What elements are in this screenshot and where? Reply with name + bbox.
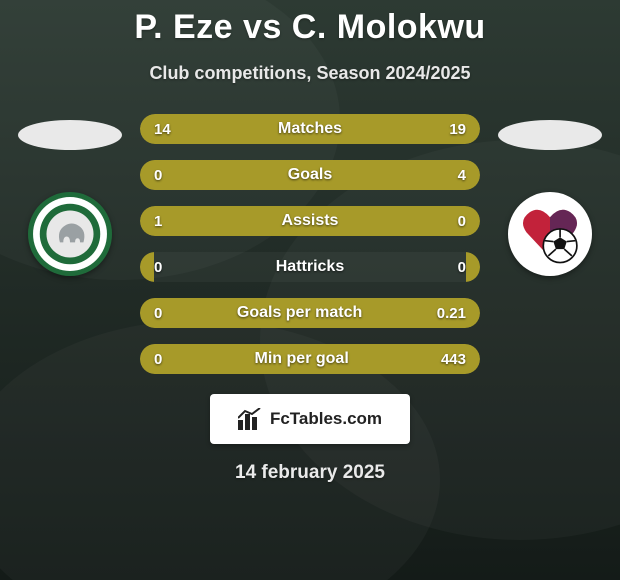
stat-bar-track <box>140 206 480 236</box>
stat-bar-track <box>140 252 480 282</box>
stat-bar-fill-right <box>284 114 480 144</box>
left-player-avatar-placeholder <box>18 120 122 150</box>
stat-bar-fill-left <box>140 298 154 328</box>
infographic-root: P. Eze vs C. Molokwu Club competitions, … <box>0 0 620 580</box>
fctables-brand-label: FcTables.com <box>270 409 382 429</box>
stat-bar: 0Goals4 <box>140 160 480 190</box>
stat-bar-fill-right <box>456 206 480 236</box>
stat-bar-track <box>140 160 480 190</box>
page-title: P. Eze vs C. Molokwu <box>134 8 485 47</box>
right-player-avatar-placeholder <box>498 120 602 150</box>
left-club-badge <box>28 192 112 276</box>
stat-bar-fill-left <box>140 206 456 236</box>
left-player-column <box>10 114 130 276</box>
stat-bar-fill-left <box>140 252 154 282</box>
stat-bar: 14Matches19 <box>140 114 480 144</box>
right-player-column <box>490 114 610 276</box>
footer-date: 14 february 2025 <box>235 462 385 484</box>
enyimba-badge-icon <box>28 192 112 276</box>
stat-bar-fill-right <box>154 344 480 374</box>
stat-bar-fill-right <box>466 252 480 282</box>
stat-bar-fill-right <box>154 298 480 328</box>
fctables-chart-icon <box>238 408 264 430</box>
stat-bar-fill-left <box>140 160 154 190</box>
stat-bar: 0Hattricks0 <box>140 252 480 282</box>
stat-bar-fill-right <box>154 160 480 190</box>
stat-bar-track <box>140 298 480 328</box>
comparison-area: 14Matches19 0Goals4 1Assists0 0Hattricks0 0G… <box>0 114 620 374</box>
stat-bar: 0Goals per match0.21 <box>140 298 480 328</box>
stat-bar: 1Assists0 <box>140 206 480 236</box>
stat-bar-fill-left <box>140 114 284 144</box>
heart-ball-badge-icon <box>508 192 592 276</box>
right-club-badge <box>508 192 592 276</box>
stat-bar-track <box>140 114 480 144</box>
fctables-brand-card[interactable]: FcTables.com <box>210 394 410 444</box>
page-subtitle: Club competitions, Season 2024/2025 <box>149 63 470 84</box>
stat-bar-track <box>140 344 480 374</box>
stat-bar-fill-left <box>140 344 154 374</box>
comparison-bars: 14Matches19 0Goals4 1Assists0 0Hattricks0 0G… <box>140 114 480 374</box>
stat-bar: 0Min per goal443 <box>140 344 480 374</box>
